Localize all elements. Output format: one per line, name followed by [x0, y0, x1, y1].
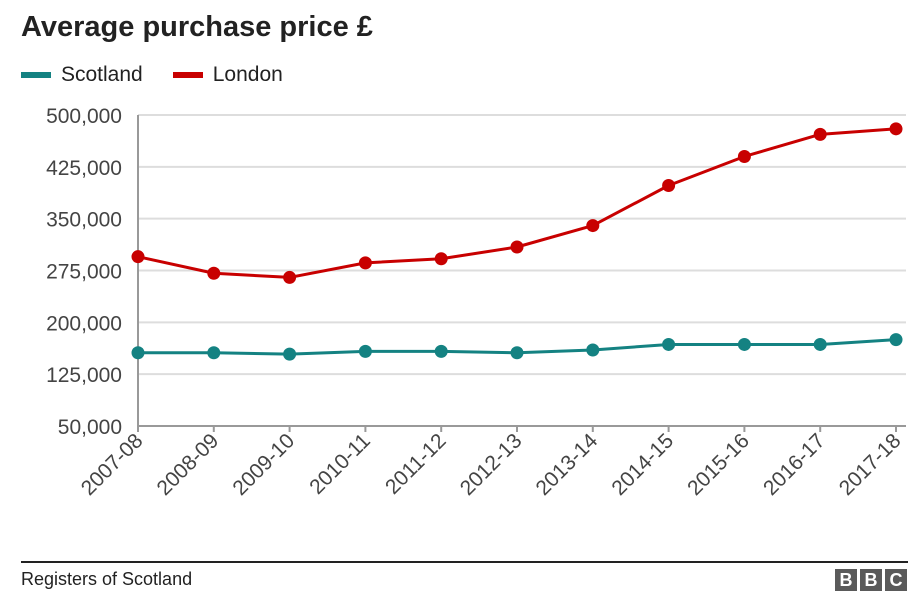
data-point-scotland: [283, 347, 297, 361]
y-tick-label: 275,000: [46, 261, 122, 284]
data-point-scotland: [207, 346, 221, 360]
x-tick-label: 2007-08: [77, 429, 148, 500]
data-point-scotland: [662, 337, 676, 351]
data-point-london: [889, 122, 903, 136]
data-point-scotland: [131, 346, 145, 360]
footer-rule: [21, 561, 908, 563]
data-point-london: [131, 250, 145, 264]
data-point-scotland: [434, 344, 448, 358]
x-tick-label: 2012-13: [456, 429, 527, 500]
legend: Scotland London: [21, 62, 313, 88]
data-point-london: [510, 240, 524, 254]
data-point-london: [813, 127, 827, 141]
x-tick-label: 2013-14: [532, 429, 603, 500]
y-tick-label: 350,000: [46, 209, 122, 232]
x-tick-label: 2017-18: [835, 429, 906, 500]
data-point-london: [662, 178, 676, 192]
legend-swatch-scotland: [21, 72, 51, 78]
x-tick-label: 2014-15: [607, 429, 678, 500]
series-line-london: [137, 127, 897, 279]
data-point-london: [358, 256, 372, 270]
x-tick-label: 2016-17: [759, 429, 830, 500]
x-tick-label: 2011-12: [381, 429, 451, 499]
data-point-london: [283, 270, 297, 284]
y-tick-label: 50,000: [58, 416, 122, 439]
y-tick-label: 200,000: [46, 312, 122, 335]
y-tick-label: 425,000: [46, 157, 122, 180]
data-point-scotland: [358, 344, 372, 358]
legend-item-london: London: [172, 63, 283, 87]
bbc-logo-letter: C: [885, 569, 907, 591]
legend-item-scotland: Scotland: [21, 63, 143, 87]
chart-title: Average purchase price £: [21, 11, 373, 43]
legend-label-london: London: [212, 63, 283, 86]
legend-label-scotland: Scotland: [61, 63, 143, 86]
data-point-scotland: [586, 343, 600, 357]
x-tick-label: 2008-09: [153, 429, 224, 500]
data-point-london: [207, 266, 221, 280]
line-chart: 500,000 425,000 350,000 275,000 200,000 125,0…: [46, 105, 906, 500]
x-tick-label: 2009-10: [228, 429, 299, 500]
data-point-scotland: [737, 337, 751, 351]
y-tick-label: 500,000: [46, 105, 122, 128]
x-tick-label: 2010-11: [305, 429, 375, 499]
source-text: Registers of Scotland: [21, 569, 193, 589]
data-point-scotland: [510, 346, 524, 360]
bbc-logo-letter: B: [835, 569, 857, 591]
data-point-scotland: [813, 337, 827, 351]
data-point-scotland: [889, 333, 903, 347]
data-point-london: [434, 252, 448, 266]
bbc-logo: B B C: [832, 569, 907, 591]
data-point-london: [586, 219, 600, 233]
data-point-london: [737, 149, 751, 163]
y-tick-label: 125,000: [46, 364, 122, 387]
bbc-logo-letter: B: [860, 569, 882, 591]
legend-swatch-london: [172, 72, 203, 78]
x-tick-label: 2015-16: [683, 429, 754, 500]
